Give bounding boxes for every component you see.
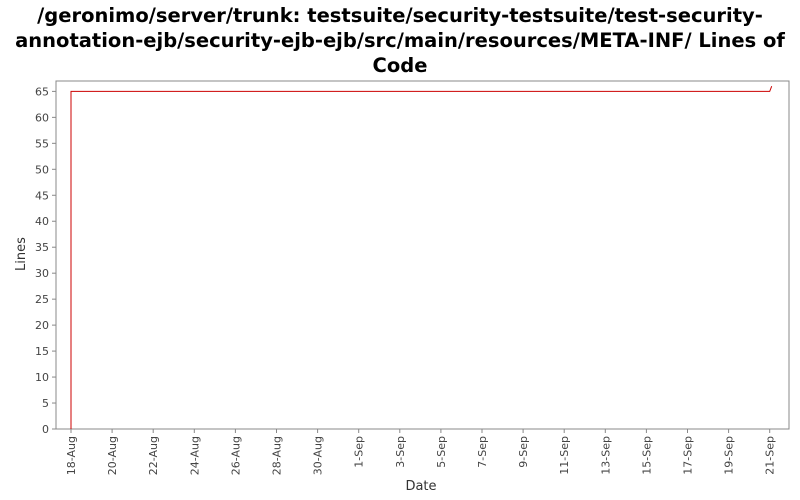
y-tick-label: 65	[35, 85, 49, 98]
x-tick-label: 20-Aug	[106, 436, 119, 475]
y-tick-label: 55	[35, 137, 49, 150]
y-tick-label: 50	[35, 163, 49, 176]
x-tick-label: 15-Sep	[640, 436, 653, 475]
x-tick-label: 3-Sep	[394, 436, 407, 468]
series-layer	[70, 86, 773, 429]
y-tick-label: 10	[35, 371, 49, 384]
x-tick-label: 18-Aug	[65, 436, 78, 475]
y-tick-label: 5	[42, 397, 49, 410]
y-tick-label: 0	[42, 423, 49, 436]
y-tick-label: 25	[35, 293, 49, 306]
x-tick-label: 22-Aug	[147, 436, 160, 475]
y-axis-ticks: 0 5 10 15 20 25 30 35 40 45 50 55 60 65	[35, 85, 56, 436]
x-tick-label: 9-Sep	[517, 436, 530, 468]
y-tick-label: 60	[35, 111, 49, 124]
x-tick-label: 5-Sep	[435, 436, 448, 468]
y-tick-label: 40	[35, 215, 49, 228]
x-tick-label: 30-Aug	[312, 436, 325, 475]
x-tick-label: 13-Sep	[599, 436, 612, 475]
x-tick-label: 19-Sep	[723, 436, 736, 475]
series-line	[70, 86, 773, 429]
x-axis-label: Date	[405, 479, 436, 494]
x-tick-label: 7-Sep	[476, 436, 489, 468]
y-tick-label: 35	[35, 241, 49, 254]
x-tick-label: 28-Aug	[271, 436, 284, 475]
y-tick-label: 20	[35, 319, 49, 332]
x-tick-label: 1-Sep	[353, 436, 366, 468]
y-tick-label: 30	[35, 267, 49, 280]
x-tick-label: 11-Sep	[558, 436, 571, 475]
x-tick-label: 26-Aug	[229, 436, 242, 475]
y-tick-label: 15	[35, 345, 49, 358]
x-tick-label: 17-Sep	[682, 436, 695, 475]
x-axis-ticks: 18-Aug 20-Aug 22-Aug 24-Aug 26-Aug 28-Aug 30-A…	[65, 429, 777, 475]
x-tick-label: 21-Sep	[764, 436, 777, 475]
plot-area	[55, 80, 790, 430]
y-axis-label: Lines	[14, 237, 29, 271]
y-tick-label: 45	[35, 189, 49, 202]
x-tick-label: 24-Aug	[188, 436, 201, 475]
chart-title: /geronimo/server/trunk: testsuite/securi…	[15, 4, 785, 77]
